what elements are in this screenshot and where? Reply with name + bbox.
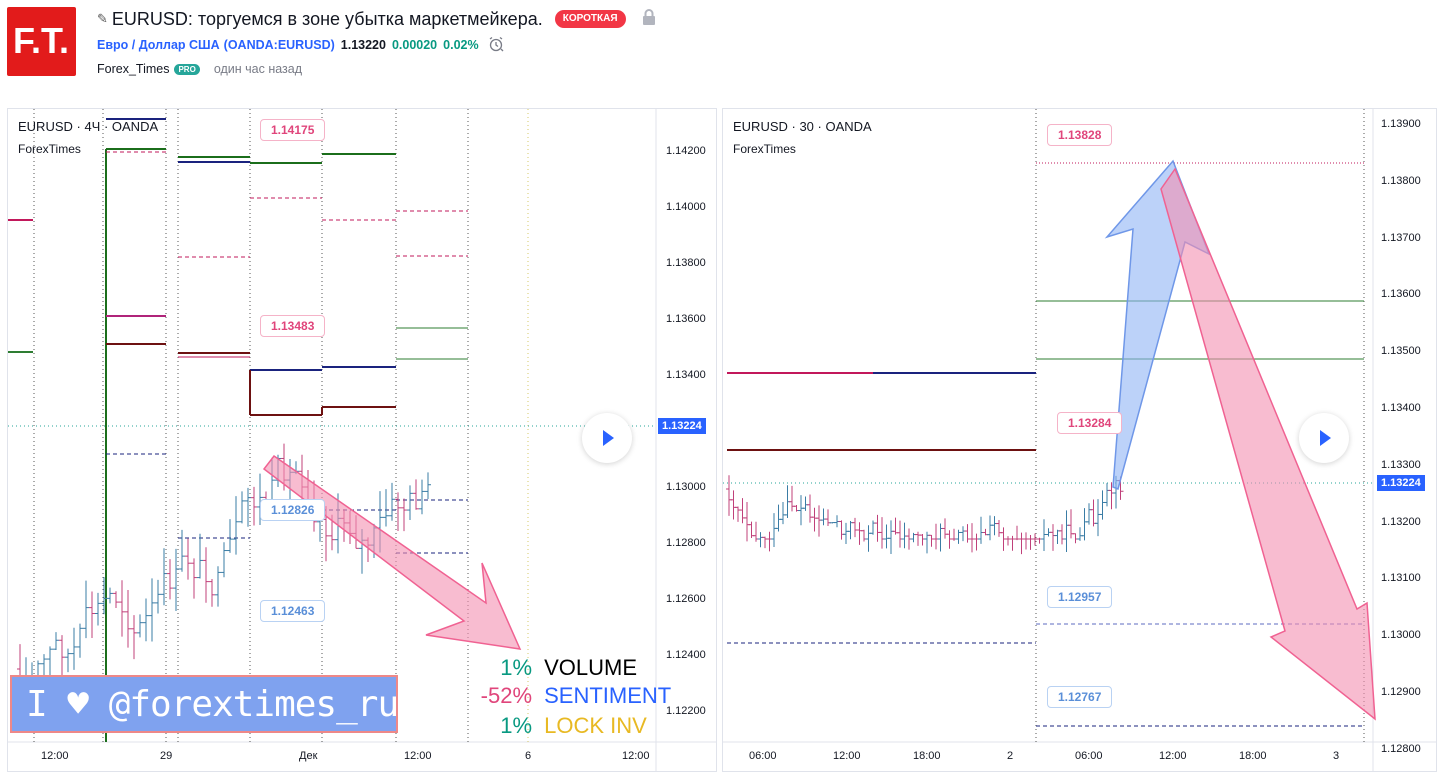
symbol-name-link[interactable]: Евро / Доллар США [97, 38, 220, 52]
time-axis-tick: 3 [1333, 750, 1340, 762]
time-axis-tick: Дек [299, 750, 318, 762]
chart-30m-legend: EURUSD · 30 · OANDA ForexTimes [733, 119, 872, 156]
price-axis-tick: 1.13800 [1381, 174, 1421, 187]
price-change: 0.00020 [391, 38, 438, 52]
price-axis-tick: 1.14200 [666, 145, 706, 157]
short-badge-label: КОРОТКАЯ [562, 13, 618, 24]
chart-30m-legend-title: EURUSD · 30 · OANDA [733, 119, 872, 134]
stats-volume-label: VOLUME [544, 655, 638, 680]
price-callout: 1.13284 [1057, 412, 1123, 434]
posted-time: один час назад [213, 62, 303, 76]
price-change-percent: 0.02% [443, 38, 479, 52]
price-axis-tick: 1.12400 [666, 649, 706, 661]
chart-4h-legend-title: EURUSD · 4Ч · OANDA [18, 119, 159, 134]
price-axis-tick: 1.13300 [1381, 458, 1421, 471]
stats-lock-label: LOCK INV [544, 713, 647, 738]
price-callout: 1.13828 [1047, 124, 1113, 146]
symbol-code-link[interactable]: (OANDA:EURUSD) [223, 38, 335, 52]
last-price: 1.13220 [340, 38, 386, 52]
stats-row-volume: 1% VOLUME [490, 655, 637, 681]
time-axis-tick: 6 [525, 750, 532, 762]
chart-30m-canvas [723, 109, 1436, 771]
stats-lock-pct: 1% [500, 713, 532, 738]
price-axis-tick: 1.13800 [666, 257, 706, 269]
pencil-icon: ✎ [97, 11, 108, 26]
chart-4h-legend-author: ForexTimes [18, 142, 81, 156]
chart-4h[interactable]: EURUSD · 4Ч · OANDA ForexTimes 1.14175 1… [7, 108, 717, 772]
time-axis-tick: 12:00 [622, 750, 650, 762]
time-axis-tick: 18:00 [913, 750, 941, 762]
price-axis-tick: 1.12600 [666, 593, 706, 605]
idea-title: EURUSD: торгуемся в зоне убытка маркетме… [111, 8, 543, 29]
price-axis-tick: 1.13600 [1381, 288, 1421, 301]
chart-30m-legend-author: ForexTimes [733, 142, 796, 156]
promo-banner: I ♥ @forextimes_ru [10, 675, 399, 733]
price-axis-tick: 1.13500 [1381, 345, 1421, 358]
price-axis-tick: 1.12800 [1381, 742, 1421, 755]
time-axis-tick: 12:00 [833, 750, 861, 762]
play-button[interactable] [1299, 413, 1349, 463]
promo-banner-text: I ♥ @forextimes_ru [26, 684, 399, 725]
price-axis-tick: 1.13600 [666, 313, 706, 325]
alarm-clock-icon[interactable] [487, 36, 505, 55]
price-callout: 1.14175 [260, 119, 326, 141]
current-price-label: 1.13224 [658, 418, 706, 434]
forecast-down-arrow [262, 454, 522, 650]
stats-row-sentiment: -52% SENTIMENT [478, 683, 672, 709]
logo-text: F.T. [13, 20, 69, 61]
play-button[interactable] [582, 413, 632, 463]
time-axis-tick: 12:00 [404, 750, 432, 762]
price-callout: 1.12826 [260, 499, 326, 521]
time-axis-tick: 12:00 [41, 750, 69, 762]
chart-4h-legend: EURUSD · 4Ч · OANDA ForexTimes [18, 119, 158, 156]
time-axis-tick: 06:00 [749, 750, 777, 762]
chart-30m[interactable]: EURUSD · 30 · OANDA ForexTimes 1.13828 1… [722, 108, 1437, 772]
price-axis-tick: 1.12900 [1381, 686, 1421, 698]
price-axis-tick: 1.13100 [1381, 572, 1421, 585]
time-axis-tick: 06:00 [1075, 750, 1103, 762]
price-axis-tick: 1.12200 [666, 705, 706, 717]
price-axis-tick: 1.13400 [666, 369, 706, 381]
logo[interactable]: F.T. [7, 7, 76, 76]
price-callout: 1.13483 [260, 315, 326, 337]
price-callout: 1.12767 [1047, 686, 1113, 708]
time-axis-tick: 29 [160, 750, 173, 762]
play-icon [603, 430, 614, 446]
forecast-down-arrow [1160, 167, 1376, 721]
forecast-up-arrow [1104, 159, 1211, 491]
lock-icon [642, 8, 656, 30]
chart-4h-canvas [8, 109, 716, 771]
stats-sentiment-label: SENTIMENT [544, 683, 672, 708]
short-badge: КОРОТКАЯ [554, 10, 626, 28]
price-axis-tick: 1.14000 [666, 201, 706, 213]
author-link[interactable]: Forex_Times [97, 62, 170, 76]
price-axis-tick: 1.13000 [1381, 629, 1421, 642]
pro-badge: PRO [174, 63, 200, 75]
price-axis-tick: 1.13200 [1381, 515, 1421, 528]
author-row: Forex_Times PRO один час назад [97, 61, 302, 77]
stats-volume-pct: 1% [500, 655, 532, 680]
time-axis-tick: 18:00 [1239, 750, 1267, 762]
stats-sentiment-pct: -52% [480, 683, 532, 708]
price-axis-tick: 1.13400 [1381, 402, 1421, 414]
play-icon [1320, 430, 1331, 446]
price-callout: 1.12957 [1047, 586, 1113, 608]
stats-row-lock: 1% LOCK INV [490, 713, 647, 739]
ft-logo-mark: F.T. [13, 20, 69, 61]
time-axis-tick: 12:00 [1159, 750, 1187, 762]
price-axis-tick: 1.13900 [1381, 118, 1421, 130]
idea-title-row: ✎ EURUSD: торгуемся в зоне убытка маркет… [97, 8, 656, 30]
price-axis-tick: 1.13700 [1381, 231, 1421, 244]
price-callout: 1.12463 [260, 600, 326, 622]
price-axis-tick: 1.13000 [666, 481, 706, 493]
price-axis-tick: 1.12800 [666, 537, 706, 549]
symbol-row: Евро / Доллар США (OANDA:EURUSD) 1.13220… [97, 36, 505, 55]
current-price-label: 1.13224 [1377, 475, 1425, 491]
time-axis-tick: 2 [1007, 750, 1014, 762]
